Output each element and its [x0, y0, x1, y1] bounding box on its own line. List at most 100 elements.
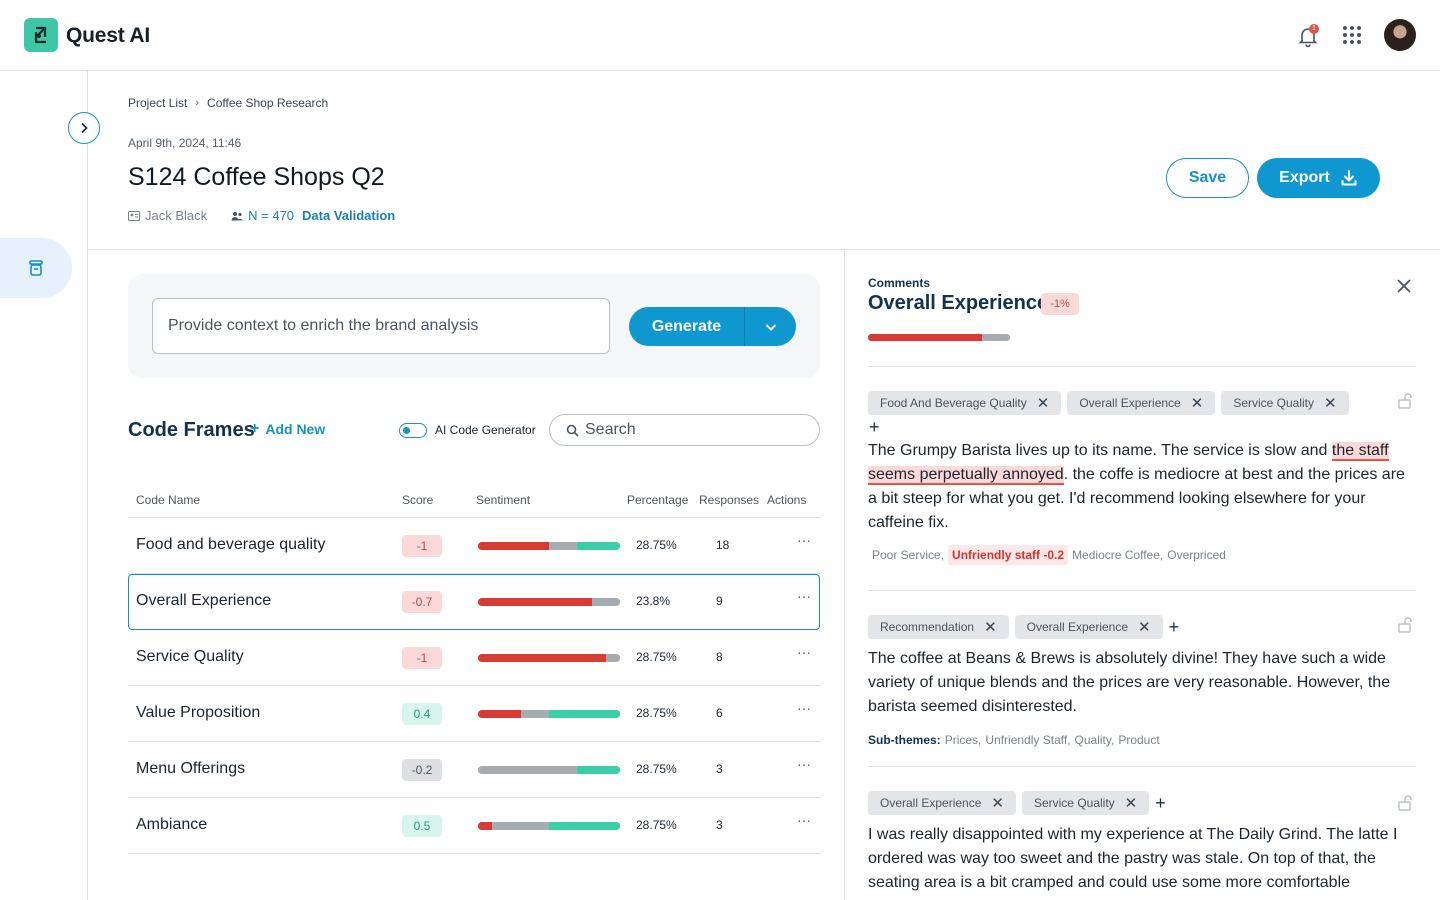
subthemes: Sub-themes: Prices, Unfriendly Staff, Qu… — [868, 733, 1160, 747]
percentage: 28.75% — [636, 538, 677, 552]
project-meta: Jack Black N = 470 Data Validation — [128, 208, 395, 223]
sample-size: N = 470 — [231, 208, 294, 223]
table-row[interactable]: Food and beverage quality -1 28.75% 18 ·… — [128, 518, 820, 574]
comment-text: The coffee at Beans & Brews is absolutel… — [868, 650, 1391, 715]
subtheme-highlighted[interactable]: Unfriendly staff -0.2 — [948, 545, 1069, 565]
divider — [868, 590, 1416, 591]
apps-grid-icon[interactable] — [1341, 24, 1363, 46]
sentiment-positive-segment — [548, 822, 620, 830]
close-icon[interactable]: ✕ — [1036, 394, 1050, 412]
code-frames-title: Code Frames — [128, 419, 255, 441]
add-tag-button[interactable]: + — [1168, 617, 1180, 637]
responses-count: 3 — [716, 762, 723, 776]
column-header-code-name[interactable]: Code Name — [136, 493, 201, 507]
more-icon[interactable]: ··· — [797, 812, 811, 828]
user-card-icon — [128, 210, 140, 221]
table-row[interactable]: Ambiance 0.5 28.75% 3 ··· — [128, 798, 820, 854]
lock-icon[interactable] — [1396, 616, 1414, 634]
tag-label: Overall Experience — [1079, 396, 1181, 410]
divider — [868, 366, 1416, 367]
sentiment-neutral-segment — [492, 822, 549, 830]
divider — [868, 766, 1416, 767]
responses-count: 3 — [716, 818, 723, 832]
sentiment-neutral-segment — [478, 766, 578, 774]
column-header-sentiment[interactable]: Sentiment — [476, 493, 531, 507]
breadcrumb-project-list[interactable]: Project List — [128, 96, 188, 110]
subtheme[interactable]: Poor Service, — [872, 548, 945, 562]
column-header-actions: Actions — [767, 493, 807, 507]
lock-icon[interactable] — [1396, 392, 1414, 410]
lock-icon[interactable] — [1396, 794, 1414, 812]
table-row[interactable]: Service Quality -1 28.75% 8 ··· — [128, 630, 820, 686]
rail-item-archive[interactable] — [0, 238, 72, 298]
column-header-percentage[interactable]: Percentage — [627, 493, 689, 507]
code-name: Service Quality — [136, 648, 244, 665]
add-new-button[interactable]: + Add New — [250, 421, 325, 438]
code-name: Food and beverage quality — [136, 536, 326, 553]
ai-code-generator-toggle[interactable] — [399, 423, 427, 438]
close-icon[interactable]: ✕ — [991, 794, 1004, 812]
sentiment-negative-segment — [868, 334, 982, 341]
more-icon[interactable]: ··· — [797, 588, 811, 604]
breadcrumb-current[interactable]: Coffee Shop Research — [207, 96, 329, 110]
comment-text: I was really disappointed with my experi… — [868, 826, 1398, 891]
close-icon[interactable]: ✕ — [1124, 794, 1138, 812]
search-icon — [566, 424, 579, 437]
more-icon[interactable]: ··· — [797, 532, 811, 548]
close-icon[interactable]: ✕ — [1324, 394, 1337, 412]
close-icon[interactable]: ✕ — [1138, 618, 1151, 636]
owner-name: Jack Black — [145, 208, 208, 223]
export-button[interactable]: Export — [1257, 158, 1380, 198]
comments-sentiment-bar — [868, 334, 1010, 341]
column-header-score[interactable]: Score — [402, 493, 434, 507]
score-badge: 0.4 — [402, 703, 442, 725]
close-icon[interactable] — [1396, 278, 1412, 294]
tag-label: Service Quality — [1233, 396, 1315, 410]
generate-button[interactable]: Generate — [629, 307, 745, 346]
expand-sidebar-button[interactable] — [68, 112, 100, 144]
more-icon[interactable]: ··· — [797, 700, 811, 716]
tag-chip: Overall Experience ✕ — [868, 791, 1016, 815]
header-divider — [88, 249, 1440, 250]
sentiment-negative-segment — [478, 598, 592, 606]
subtheme[interactable]: Product — [1118, 733, 1160, 747]
code-name: Overall Experience — [136, 592, 272, 609]
table-row[interactable]: Value Proposition 0.4 28.75% 6 ··· — [128, 686, 820, 742]
close-icon[interactable]: ✕ — [1190, 394, 1204, 412]
save-button[interactable]: Save — [1166, 158, 1249, 198]
subtheme[interactable]: Unfriendly Staff, — [985, 733, 1071, 747]
sentiment-neutral-segment — [520, 710, 549, 718]
tag-label: Recommendation — [880, 620, 975, 634]
data-validation-link[interactable]: Data Validation — [302, 208, 396, 223]
subtheme[interactable]: Overpriced — [1167, 548, 1226, 562]
tag-label: Overall Experience — [1026, 620, 1129, 634]
search-input[interactable]: Search — [549, 414, 820, 446]
project-datetime: April 9th, 2024, 11:46 — [128, 136, 242, 150]
tag-chip: Overall Experience ✕ — [1014, 615, 1163, 639]
comments-label: Comments — [868, 276, 931, 290]
add-tag-button[interactable]: + — [1155, 793, 1166, 813]
table-row[interactable]: Overall Experience -0.7 23.8% 9 ··· — [128, 574, 820, 630]
subtheme[interactable]: Prices, — [944, 733, 982, 747]
comments-delta-badge: -1% — [1041, 293, 1079, 315]
comment-tags: Food And Beverage Quality ✕ Overall Exper… — [868, 391, 1388, 415]
tag-chip: Food And Beverage Quality ✕ — [868, 391, 1062, 415]
column-header-responses[interactable]: Responses — [699, 493, 760, 507]
generate-split-button: Generate — [629, 307, 796, 346]
generate-options-button[interactable] — [745, 307, 796, 346]
sentiment-neutral-segment — [605, 654, 620, 662]
score-badge: -0.2 — [402, 759, 442, 781]
sentiment-negative-segment — [478, 822, 493, 830]
subtheme[interactable]: Quality, — [1074, 733, 1115, 747]
subtheme[interactable]: Mediocre Coffee, — [1072, 548, 1164, 562]
logo-icon[interactable] — [24, 18, 58, 52]
close-icon[interactable]: ✕ — [984, 618, 997, 636]
percentage: 28.75% — [636, 762, 677, 776]
more-icon[interactable]: ··· — [797, 644, 811, 660]
add-tag-button[interactable]: + — [869, 417, 880, 437]
context-input[interactable]: Provide context to enrich the brand anal… — [152, 298, 610, 354]
avatar[interactable] — [1384, 19, 1416, 51]
context-panel: Provide context to enrich the brand anal… — [128, 274, 820, 378]
table-row[interactable]: Menu Offerings -0.2 28.75% 3 ··· — [128, 742, 820, 798]
more-icon[interactable]: ··· — [797, 756, 811, 772]
